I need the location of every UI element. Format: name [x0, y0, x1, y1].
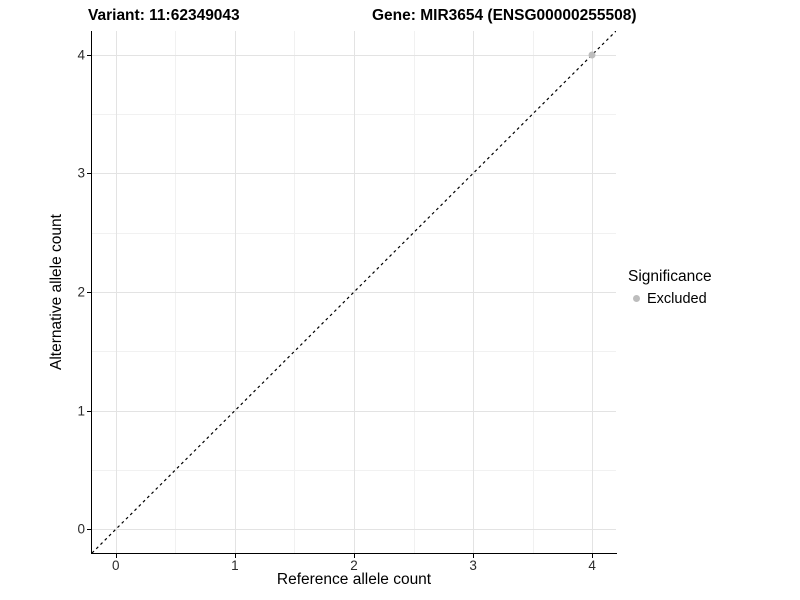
x-axis-tick	[354, 554, 355, 558]
y-axis-tick	[87, 292, 91, 293]
x-tick-label: 4	[588, 558, 596, 573]
y-axis-tick	[87, 529, 91, 531]
y-axis-tick	[87, 173, 91, 175]
y-axis-tick	[87, 410, 91, 412]
y-axis-line	[91, 31, 92, 554]
y-tick-label: 3	[77, 165, 85, 181]
x-axis-tick	[234, 554, 236, 558]
plot-title-gene: Gene: MIR3654 (ENSG00000255508)	[372, 7, 637, 24]
legend-item-label: Excluded	[647, 290, 707, 307]
data-point	[588, 51, 596, 59]
legend-point-icon	[633, 295, 640, 302]
gridline-major-h	[92, 529, 616, 531]
legend: Significance Excluded	[628, 268, 712, 307]
y-axis-tick	[87, 54, 91, 56]
gridline-major-h	[92, 54, 616, 56]
gridline-major-h	[92, 410, 616, 412]
plot-panel	[92, 31, 616, 553]
x-tick-label: 2	[350, 558, 358, 573]
x-axis-tick	[473, 554, 475, 558]
plot-title-variant: Variant: 11:62349043	[88, 7, 240, 24]
gridline-major-h	[92, 173, 616, 175]
x-axis-title: Reference allele count	[276, 571, 432, 588]
x-axis-tick	[115, 554, 117, 558]
x-axis-line	[91, 553, 617, 554]
legend-item-excluded: Excluded	[628, 290, 712, 307]
identity-line	[92, 31, 616, 553]
y-tick-label: 0	[77, 521, 85, 537]
y-tick-label: 4	[77, 47, 85, 63]
x-axis-tick	[592, 554, 594, 558]
y-tick-label: 2	[77, 284, 85, 300]
y-axis-title: Alternative allele count	[48, 214, 65, 370]
x-tick-label: 0	[112, 558, 120, 573]
y-tick-label: 1	[77, 403, 85, 419]
legend-title: Significance	[628, 268, 712, 285]
x-tick-label: 3	[469, 558, 477, 573]
gridline-major-h	[92, 292, 616, 293]
legend-key	[628, 290, 645, 307]
x-tick-label: 1	[231, 558, 239, 573]
